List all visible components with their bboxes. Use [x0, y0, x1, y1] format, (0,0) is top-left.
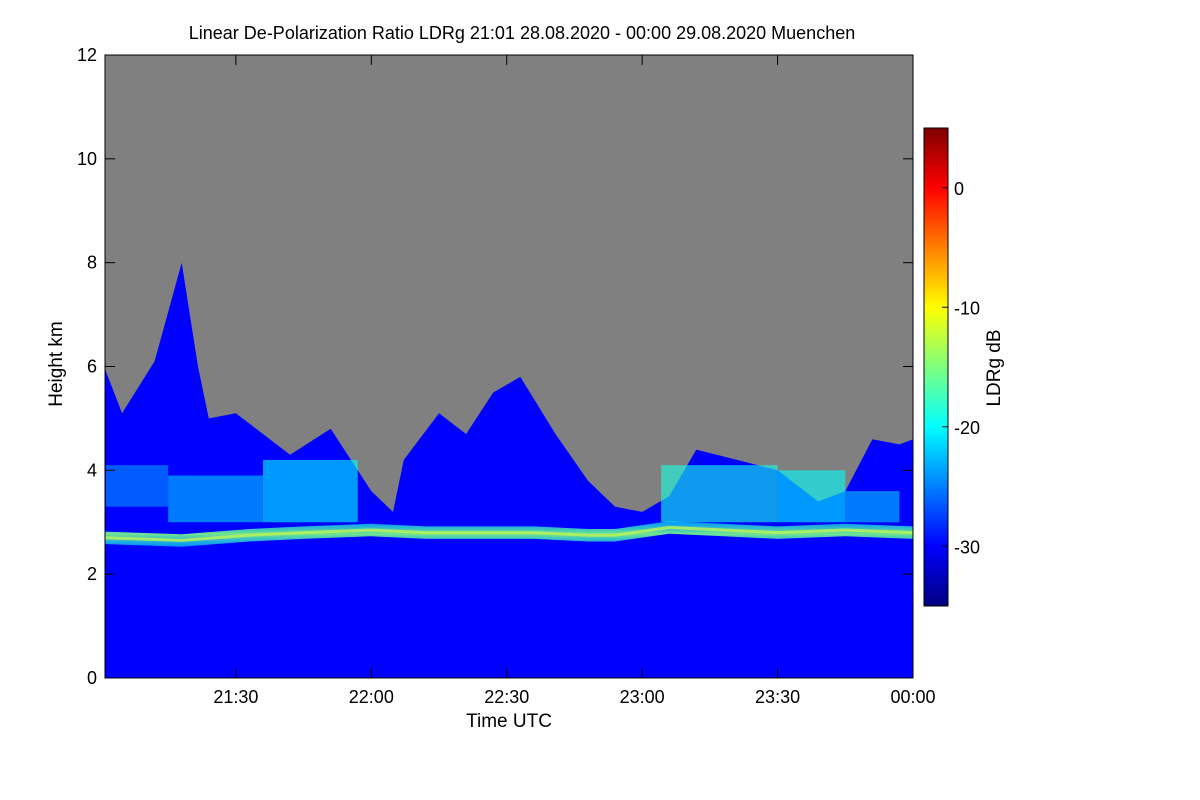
colorbar-label: LDRg dB: [984, 329, 1005, 406]
enhanced-ldr-region: [845, 491, 900, 523]
colorbar-tick-label: -30: [954, 537, 980, 557]
y-tick-label: 2: [87, 564, 97, 584]
plot-area: [105, 55, 913, 678]
enhanced-ldr-region: [262, 459, 358, 523]
x-tick-label: 23:30: [755, 687, 800, 707]
y-tick-label: 12: [77, 45, 97, 65]
x-tick-label: 22:30: [484, 687, 529, 707]
x-axis-label: Time UTC: [466, 711, 552, 732]
enhanced-ldr-region: [105, 465, 169, 507]
colorbar-tick-label: -10: [954, 298, 980, 318]
colorbar: [923, 127, 949, 607]
y-tick-label: 6: [87, 357, 97, 377]
colorbar-tick-label: 0: [954, 179, 964, 199]
x-tick-label: 00:00: [890, 687, 935, 707]
x-tick-label: 22:00: [349, 687, 394, 707]
x-axis-ticks: 21:30 22:00 22:30 23:00 23:30 00:00: [213, 55, 936, 707]
y-tick-label: 0: [87, 668, 97, 688]
y-tick-label: 10: [77, 149, 97, 169]
enhanced-ldr-region: [168, 475, 263, 523]
enhanced-ldr-regions: [105, 459, 900, 523]
y-axis-ticks: 0 2 4 6 8 10 12: [77, 45, 913, 688]
colorbar-ticks: 0 -10 -20 -30: [942, 179, 980, 557]
y-axis-label: Height km: [46, 321, 67, 407]
colorbar-tick-label: -20: [954, 418, 980, 438]
y-tick-label: 8: [87, 253, 97, 273]
cloud-region: [105, 262, 913, 678]
enhanced-ldr-region: [777, 470, 846, 523]
x-tick-label: 23:00: [620, 687, 665, 707]
chart-title: Linear De-Polarization Ratio LDRg 21:01 …: [189, 23, 855, 43]
y-tick-label: 4: [87, 460, 97, 480]
x-tick-label: 21:30: [213, 687, 258, 707]
melting-layer-line: [105, 525, 913, 542]
enhanced-ldr-region: [661, 465, 778, 523]
